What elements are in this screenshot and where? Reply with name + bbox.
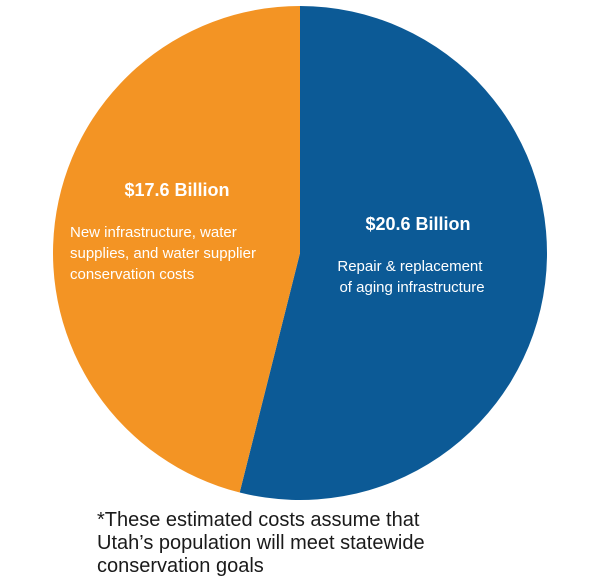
footnote: *These estimated costs assume that Utah’…	[97, 509, 567, 578]
footnote-line: conservation goals	[97, 555, 264, 577]
slice-desc-line: New infrastructure, water	[70, 224, 237, 241]
slice-desc-line: Repair & replacement	[337, 258, 483, 275]
slice-value-label-new: $17.6 Billion	[124, 180, 229, 200]
slice-value-label-repair: $20.6 Billion	[365, 214, 470, 234]
pie-chart: $20.6 Billion Repair & replacement of ag…	[53, 5, 548, 500]
slice-desc-line: of aging infrastructure	[339, 279, 484, 296]
footnote-line: Utah’s population will meet statewide	[97, 532, 425, 554]
slice-desc-line: supplies, and water supplier	[70, 245, 256, 262]
slice-new-infrastructure	[53, 6, 300, 493]
slice-desc-line: conservation costs	[70, 266, 194, 283]
footnote-line: *These estimated costs assume that	[97, 509, 420, 531]
slice-desc-label-repair: Repair & replacement of aging infrastruc…	[337, 258, 486, 296]
slice-desc-label-new: New infrastructure, water supplies, and …	[70, 224, 260, 283]
slice-repair-replacement	[239, 5, 548, 500]
